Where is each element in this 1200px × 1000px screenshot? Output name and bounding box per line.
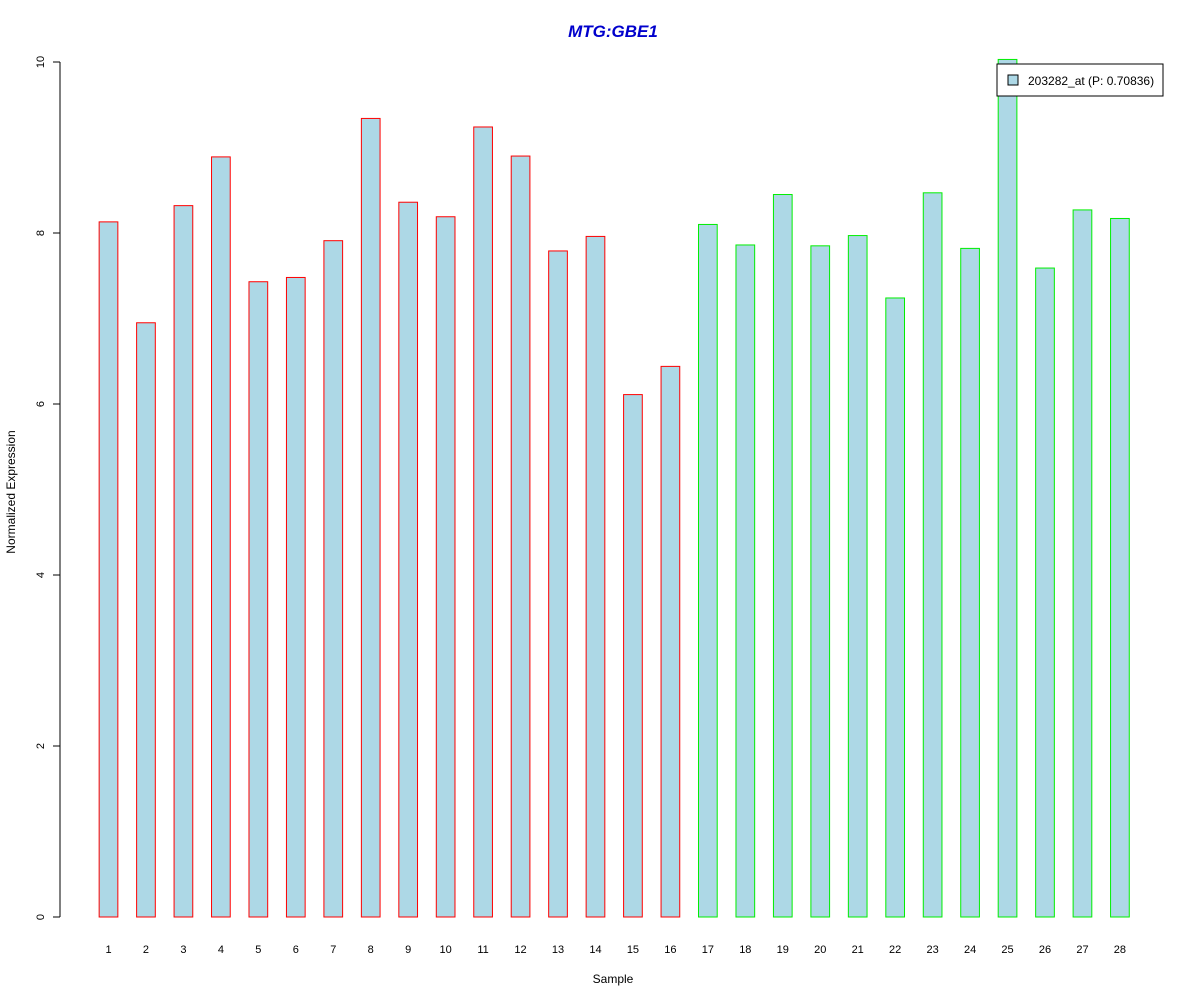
bar-sample-22	[885, 297, 906, 918]
x-tick-label: 1	[105, 944, 111, 956]
x-tick-label: 4	[218, 944, 224, 956]
y-tick-label: 2	[35, 743, 47, 749]
x-tick-label: 24	[964, 944, 976, 956]
x-tick-label: 28	[1114, 944, 1126, 956]
bar-sample-25	[997, 58, 1018, 918]
x-tick-label: 7	[330, 944, 336, 956]
x-tick-label: 27	[1076, 944, 1088, 956]
x-tick-label: 19	[777, 944, 789, 956]
bar-sample-5	[248, 281, 269, 918]
x-tick-label: 15	[627, 944, 639, 956]
legend: 203282_at (P: 0.70836)	[996, 63, 1164, 97]
bar-sample-8	[360, 117, 381, 918]
x-tick-label: 18	[739, 944, 751, 956]
x-tick-label: 22	[889, 944, 901, 956]
bar-sample-11	[473, 126, 493, 918]
bar-sample-26	[1035, 267, 1055, 918]
bar-sample-2	[136, 322, 156, 918]
legend-swatch	[1007, 74, 1019, 86]
y-tick-label: 6	[35, 401, 47, 407]
x-tick-label: 2	[143, 944, 149, 956]
bar-sample-19	[772, 194, 793, 918]
x-tick-label: 6	[293, 944, 299, 956]
y-tick-label: 0	[35, 914, 47, 920]
bar-sample-4	[211, 156, 231, 918]
bars	[98, 58, 1130, 918]
bar-sample-9	[398, 201, 419, 918]
x-tick-label: 26	[1039, 944, 1051, 956]
x-tick-label: 20	[814, 944, 826, 956]
x-tick-label: 8	[368, 944, 374, 956]
x-tick-label: 21	[852, 944, 864, 956]
x-tick-label: 10	[440, 944, 452, 956]
x-tick-label: 9	[405, 944, 411, 956]
y-tick-label: 4	[35, 572, 47, 578]
bar-sample-23	[922, 192, 943, 918]
x-tick-labels: 1 2 3 4 5 6 7 8 9 10 11 12 13 14 15 16 17 18 19 20 21 22 23 24 2…	[105, 944, 1126, 956]
bar-sample-6	[285, 276, 306, 918]
bar-sample-16	[660, 365, 681, 918]
y-axis-label: Normalized Expression	[4, 430, 18, 553]
x-tick-label: 25	[1001, 944, 1013, 956]
bar-sample-28	[1110, 217, 1130, 918]
x-tick-label: 17	[702, 944, 714, 956]
x-axis-label: Sample	[593, 972, 634, 986]
bar-sample-27	[1072, 209, 1093, 918]
x-tick-label: 23	[926, 944, 938, 956]
bar-sample-14	[585, 235, 606, 918]
legend-label: 203282_at (P: 0.70836)	[1028, 74, 1154, 88]
bar-sample-15	[623, 394, 643, 918]
x-tick-label: 12	[514, 944, 526, 956]
bar-sample-17	[698, 223, 718, 918]
y-axis: 0 2 4 6 8 10	[35, 56, 61, 920]
y-tick-label: 10	[35, 56, 47, 68]
x-tick-label: 16	[664, 944, 676, 956]
x-tick-label: 5	[255, 944, 261, 956]
bar-sample-7	[323, 240, 344, 918]
x-tick-label: 13	[552, 944, 564, 956]
bar-sample-10	[435, 216, 456, 918]
bar-sample-1	[98, 221, 119, 918]
y-tick-label: 8	[35, 230, 47, 236]
bar-sample-3	[173, 205, 194, 918]
bar-sample-13	[548, 250, 568, 918]
chart-title: MTG:GBE1	[568, 22, 658, 41]
legend-box	[996, 63, 1164, 97]
x-tick-label: 3	[180, 944, 186, 956]
x-tick-label: 11	[477, 944, 488, 956]
bar-sample-21	[847, 235, 868, 918]
bar-sample-18	[735, 244, 756, 918]
bar-sample-20	[810, 245, 831, 918]
bar-sample-24	[960, 247, 980, 918]
x-tick-label: 14	[589, 944, 601, 956]
bar-sample-12	[510, 155, 531, 918]
